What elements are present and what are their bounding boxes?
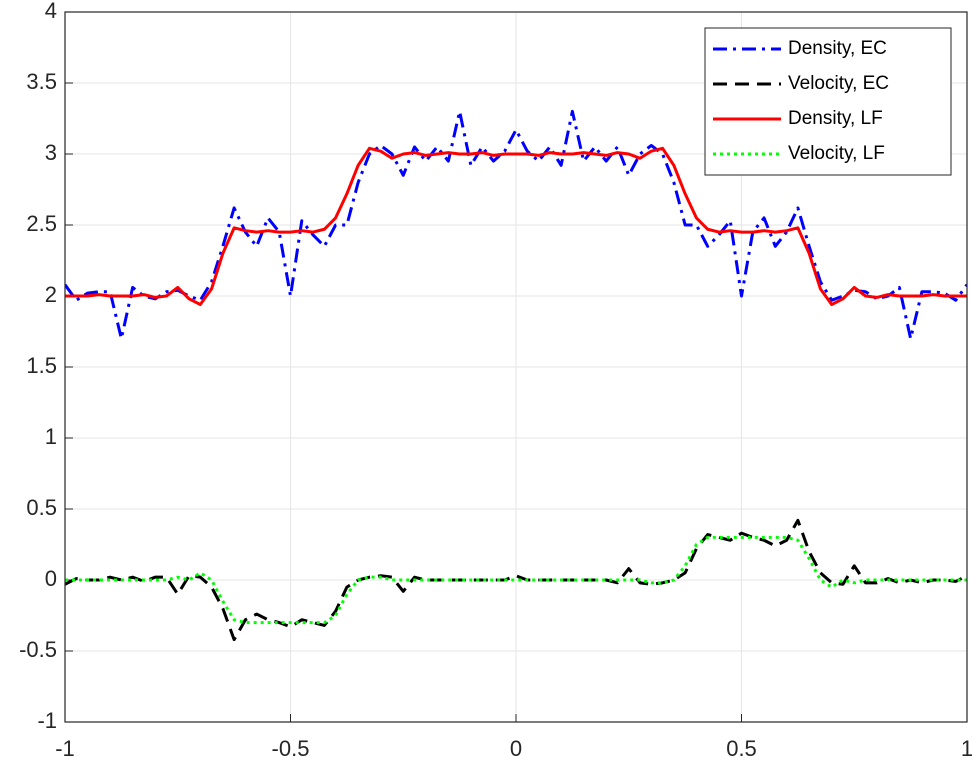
legend-label: Velocity, LF [788,143,885,164]
legend: Density, EC Velocity, EC Density, LF Veloci… [704,27,952,176]
x-tick-label: -1 [55,736,75,761]
y-tick-label: 1 [45,424,57,449]
axes-frame [64,11,968,723]
x-tick-label: 1 [961,736,972,761]
series-group [65,109,967,642]
y-tick-label: 4 [45,0,57,23]
y-tick-label: 2.5 [26,211,57,236]
y-tick-label: 3.5 [26,69,57,94]
x-tick-label: 0.5 [726,736,757,761]
legend-label: Density, EC [788,38,887,59]
data-line [65,109,967,341]
legend-label: Density, LF [788,108,883,129]
y-tick-label: 0.5 [26,495,57,520]
data-line [65,146,967,307]
legend-label: Velocity, EC [788,73,889,94]
y-tick-label: 1.5 [26,353,57,378]
x-tick-label: 0 [510,736,522,761]
y-tick-label: 0 [45,566,57,591]
y-tick-label: -0.5 [19,637,57,662]
y-tick-label: -1 [37,708,57,733]
y-tick-label: 2 [45,282,57,307]
y-tick-label: 3 [45,140,57,165]
data-line [65,518,967,642]
x-tick-label: -0.5 [272,736,310,761]
legend-box [704,27,952,176]
